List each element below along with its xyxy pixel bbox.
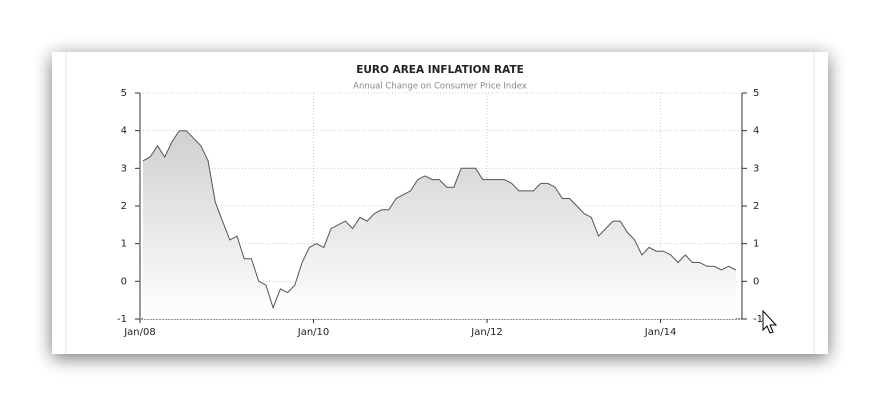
y-tick-label: 3 bbox=[121, 163, 127, 174]
y-tick-label: 1 bbox=[121, 239, 127, 250]
area bbox=[143, 130, 736, 319]
mouse-cursor bbox=[762, 309, 778, 334]
y2-tick-label: 4 bbox=[753, 126, 759, 137]
y-tick-label: -1 bbox=[117, 314, 127, 325]
chart-subtitle: Annual Change on Consumer Price Index bbox=[353, 82, 527, 92]
x-tick-label: Jan/10 bbox=[297, 327, 330, 338]
y2-tick-label: 5 bbox=[753, 88, 759, 99]
y-tick-label: 0 bbox=[121, 276, 127, 287]
x-tick-label: Jan/12 bbox=[470, 327, 503, 338]
y2-tick-label: 0 bbox=[753, 276, 759, 287]
y2-tick-label: -1 bbox=[753, 314, 763, 325]
y2-tick-label: 1 bbox=[753, 239, 759, 250]
line bbox=[142, 130, 737, 310]
x-tick-label: Jan/14 bbox=[644, 327, 677, 338]
y-tick-label: 2 bbox=[121, 201, 127, 212]
y2-tick-label: 2 bbox=[753, 201, 759, 212]
plot: -1 0 1 2 3 4 5 -1 0 1 2 3 4 5 Jan/08 Jan/10 Jan/12 Jan/14 bbox=[117, 88, 763, 338]
y-tick-label: 5 bbox=[121, 88, 127, 99]
chart-title: EURO AREA INFLATION RATE bbox=[356, 64, 524, 76]
y2-tick-label: 3 bbox=[753, 163, 759, 174]
y-tick-label: 4 bbox=[121, 126, 127, 137]
x-tick-label: Jan/08 bbox=[123, 327, 156, 338]
